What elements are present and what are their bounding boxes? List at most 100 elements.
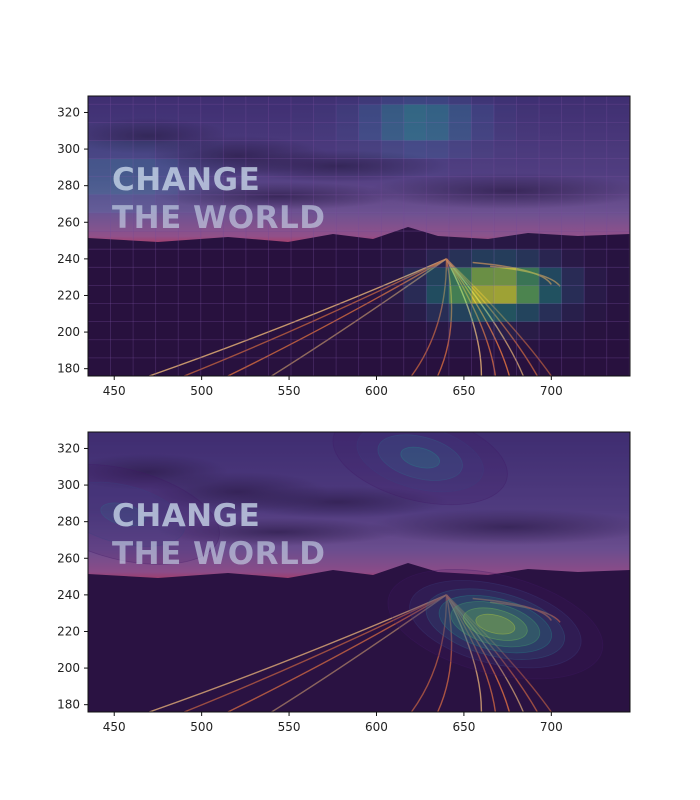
- heatmap-cell: [403, 158, 427, 178]
- heatmap-cell: [200, 339, 224, 359]
- heatmap-cell: [88, 122, 111, 141]
- heatmap-cell: [313, 122, 337, 141]
- heatmap-cell: [471, 267, 495, 286]
- heatmap-cell: [268, 194, 292, 214]
- heatmap-cell: [245, 158, 269, 178]
- heatmap-cell: [245, 231, 269, 250]
- heatmap-cell: [561, 357, 585, 376]
- heatmap-cell: [403, 267, 427, 286]
- light-trail: [445, 594, 483, 712]
- heatmap-cell: [268, 122, 292, 141]
- heatmap-cell: [110, 267, 134, 286]
- heatmap-cell: [245, 140, 269, 159]
- heatmap-cell: [606, 194, 630, 214]
- heatmap-cell: [493, 321, 517, 341]
- heatmap-cell: [110, 303, 134, 322]
- heatmap-cell: [516, 140, 540, 159]
- cloud: [158, 518, 398, 546]
- heatmap-cell: [358, 96, 382, 105]
- heatmap-cell: [403, 176, 427, 196]
- heatmap-cell: [223, 140, 247, 159]
- heatmap-cell: [561, 194, 585, 214]
- heatmap-cell: [200, 303, 224, 322]
- heatmap-cell: [178, 267, 202, 286]
- heatmap-cell: [516, 122, 540, 141]
- heatmap-cell: [358, 158, 382, 178]
- heatmap-cell: [471, 140, 495, 159]
- heatmap-cell: [268, 176, 292, 196]
- heatmap-cell: [223, 285, 247, 304]
- heatmap-cell: [155, 285, 179, 304]
- heatmap-contour-panel: CHANGE THE WORLD 450 500 550 600 650 700 180 20…: [57, 431, 631, 734]
- y-tick-label: 200: [57, 661, 80, 675]
- heatmap-cell: [584, 231, 608, 250]
- y-tick-label: 180: [57, 362, 80, 376]
- heatmap-cell: [200, 96, 224, 105]
- heatmap-cell: [358, 321, 382, 341]
- heatmap-cell: [426, 321, 450, 341]
- heatmap-cell: [133, 96, 156, 105]
- heatmap-cell: [516, 357, 540, 376]
- heatmap-cell: [155, 212, 179, 232]
- contour-level: [438, 595, 553, 654]
- x-tick-label: 550: [278, 720, 301, 734]
- heatmap-cell: [606, 176, 630, 196]
- heatmap-cell: [561, 267, 585, 286]
- photo-text-line-2: THE WORLD: [112, 536, 325, 572]
- heatmap-cell: [448, 357, 472, 376]
- x-tick-label: 700: [540, 720, 563, 734]
- y-tick-label: 200: [57, 325, 80, 339]
- heatmap-cell: [516, 267, 540, 286]
- heatmap-cell: [426, 231, 450, 250]
- heatmap-cell: [290, 303, 314, 322]
- contour-level: [100, 502, 146, 527]
- heatmap-cell: [133, 212, 156, 232]
- heatmap-cell: [629, 194, 630, 214]
- heatmap-cell: [448, 339, 472, 359]
- heatmap-cell: [448, 176, 472, 196]
- heatmap-cell: [268, 104, 292, 123]
- heatmap-cell: [426, 303, 450, 322]
- heatmap-cell: [584, 194, 608, 214]
- cloud: [368, 173, 630, 209]
- heatmap-cell: [426, 176, 450, 196]
- heatmap-cell: [561, 339, 585, 359]
- heatmap-cell: [493, 303, 517, 322]
- heatmap-cell: [471, 249, 495, 268]
- heatmap-cell: [426, 249, 450, 268]
- axes: 450 500 550 600 650 700 180 200 220 240 260 280 300 3…: [57, 105, 563, 398]
- heatmap-cell: [493, 339, 517, 359]
- heatmap-cell: [561, 321, 585, 341]
- heatmap-cell: [88, 303, 111, 322]
- heatmap-cell: [629, 231, 630, 250]
- heatmap-cell: [629, 176, 630, 196]
- heatmap-cell: [268, 267, 292, 286]
- y-tick-label: 320: [57, 105, 80, 119]
- heatmap-cell: [336, 267, 359, 286]
- heatmap-cell: [516, 194, 540, 214]
- heatmap-cell: [200, 158, 224, 178]
- heatmap-cell: [516, 339, 540, 359]
- heatmap-cell: [539, 321, 562, 341]
- heatmap-cell: [133, 194, 156, 214]
- heatmap-cell: [606, 321, 630, 341]
- heatmap-cell: [403, 339, 427, 359]
- heatmap-cell: [178, 140, 202, 159]
- heatmap-cell: [110, 194, 134, 214]
- heatmap-cell: [471, 357, 495, 376]
- cloud: [228, 150, 448, 182]
- heatmap-cell: [133, 285, 156, 304]
- heatmap-cell: [539, 267, 562, 286]
- heatmap-cell: [178, 249, 202, 268]
- heatmap-cell: [336, 321, 359, 341]
- light-trail: [410, 258, 448, 376]
- heatmap-cell: [110, 357, 134, 376]
- heatmap-cell: [245, 96, 269, 105]
- heatmap-cell: [606, 140, 630, 159]
- heatmap-cell: [290, 339, 314, 359]
- heatmap-cell: [223, 212, 247, 232]
- heatmap-cell: [448, 267, 472, 286]
- heatmap-cell: [313, 267, 337, 286]
- heatmap-cell: [584, 303, 608, 322]
- heatmap-cell: [155, 158, 179, 178]
